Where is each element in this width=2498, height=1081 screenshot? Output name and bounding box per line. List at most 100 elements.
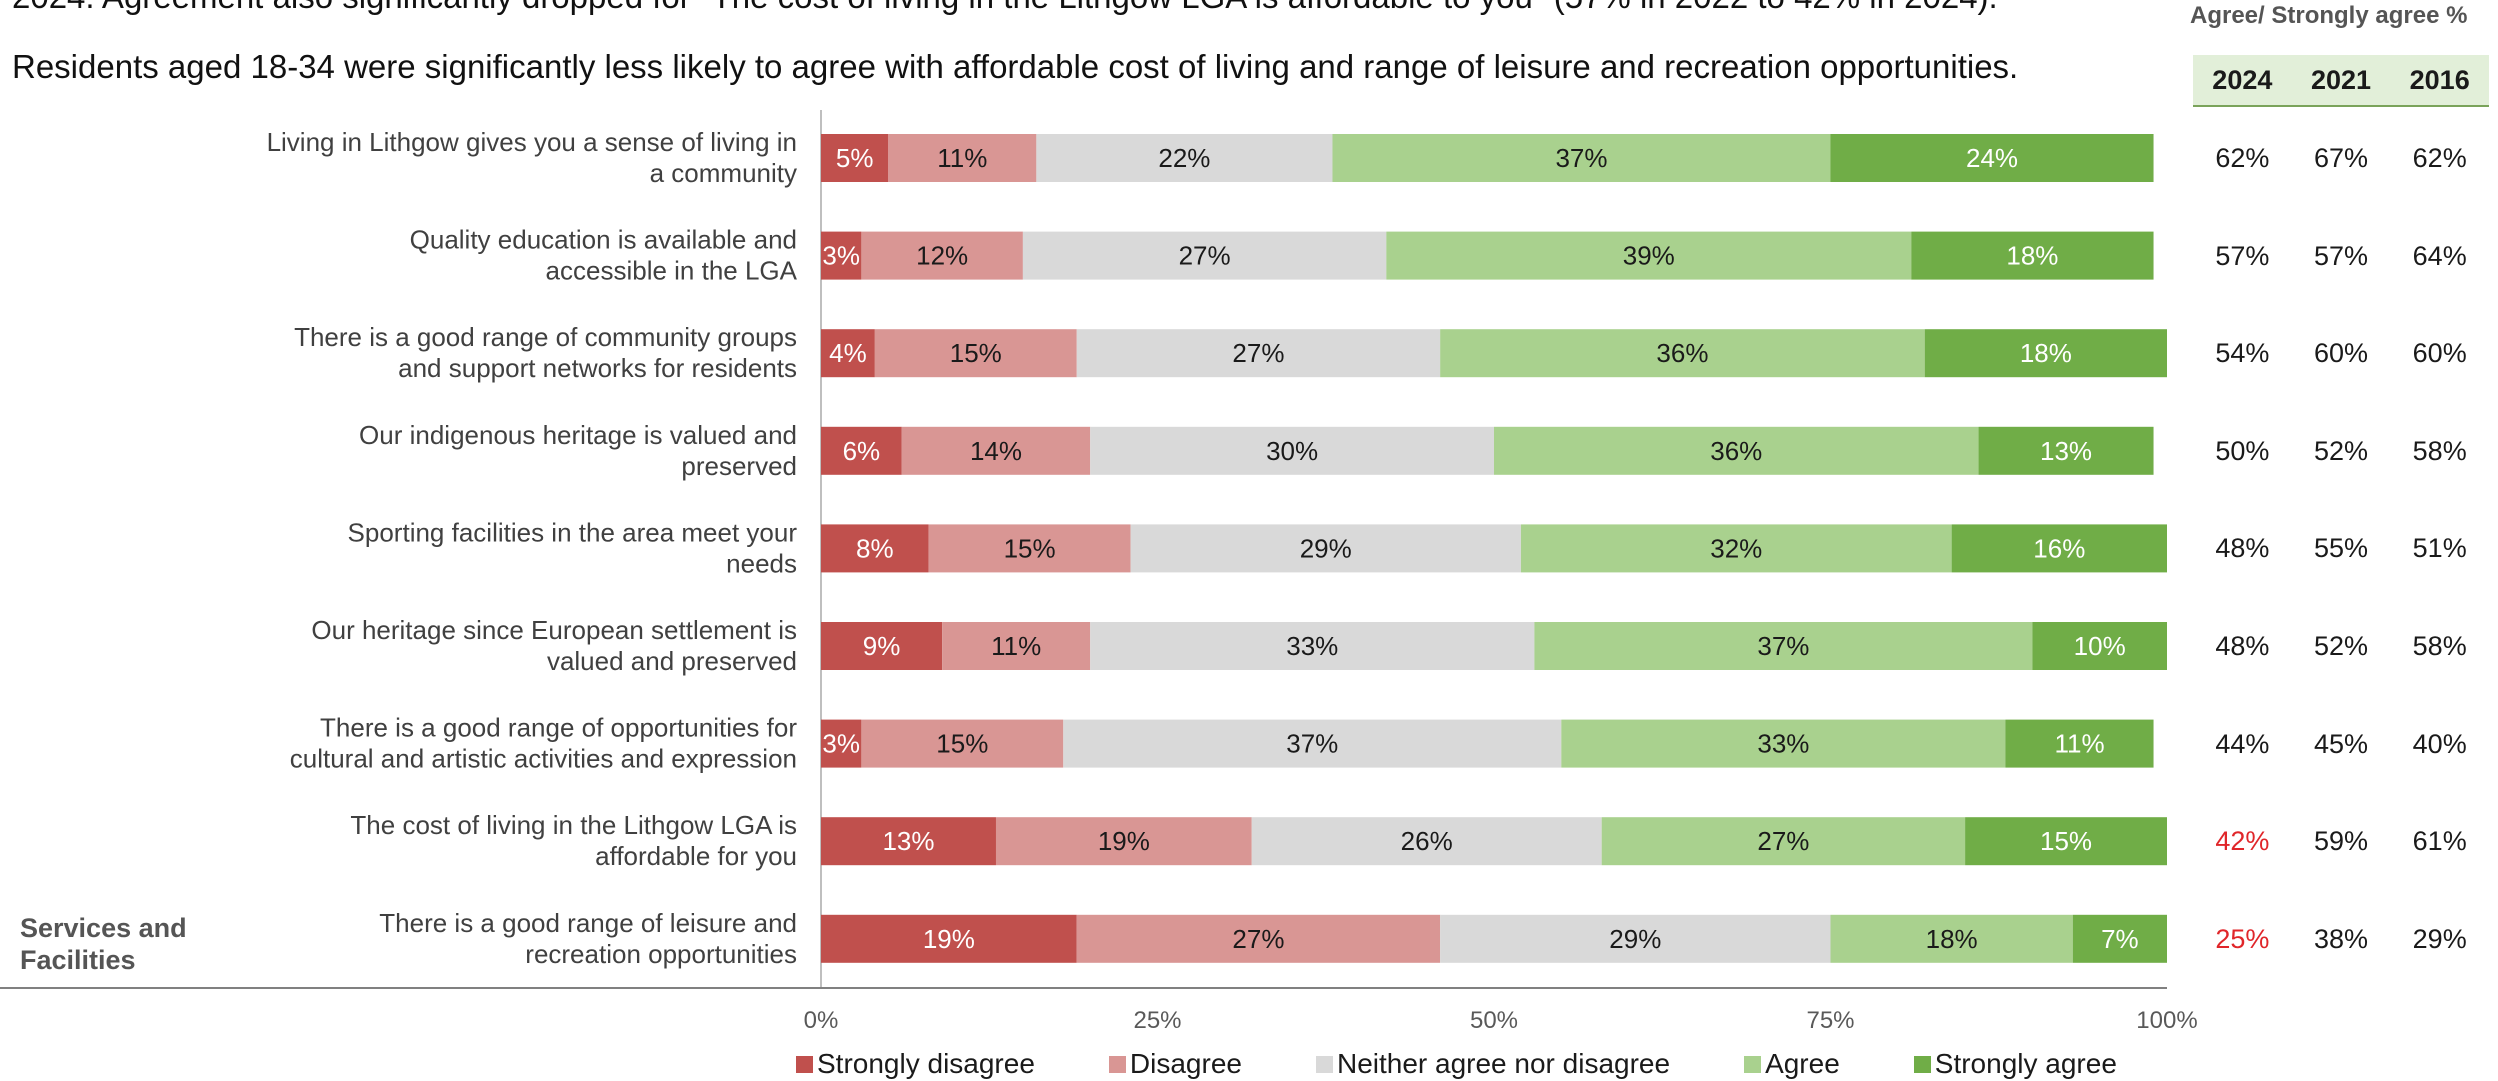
category-label: Our indigenous heritage is valued and <box>359 420 797 450</box>
bar-data-label: 37% <box>1286 729 1338 759</box>
bar-segment <box>861 719 1064 768</box>
bar-segment <box>1022 231 1387 280</box>
bar-segment <box>1076 329 1441 378</box>
bar-data-label: 19% <box>923 924 975 954</box>
bar-segment <box>1494 426 1979 475</box>
bar-segment <box>928 524 1131 573</box>
bar-data-label: 6% <box>843 436 881 466</box>
summary-value: 42% <box>2215 826 2270 857</box>
bar-segment <box>1386 231 1912 280</box>
legend-swatch <box>1108 1055 1126 1073</box>
summary-row: 48% 52% 58% <box>2193 622 2489 670</box>
cut-off-header-text: 2024. Agreement also significantly dropp… <box>12 0 1998 16</box>
bar-data-label: 14% <box>970 436 1022 466</box>
summary-value: 54% <box>2215 338 2270 369</box>
summary-row: 54% 60% 60% <box>2193 329 2489 377</box>
legend-item: Strongly agree <box>1913 1048 2117 1080</box>
bar-segment <box>2005 719 2154 768</box>
bar-segment <box>1534 622 2033 670</box>
category-label: accessible in the LGA <box>546 256 798 286</box>
bar-data-label: 19% <box>1098 826 1150 856</box>
chart-legend: Strongly disagree Disagree Neither agree n… <box>796 1048 2191 1080</box>
bar-segment <box>821 817 996 866</box>
bar-segment <box>901 426 1091 475</box>
bar-data-label: 4% <box>829 338 867 368</box>
legend-label: Strongly agree <box>1934 1048 2117 1079</box>
summary-value: 25% <box>2215 923 2270 954</box>
bar-segment <box>1830 914 2073 963</box>
bar-data-label: 27% <box>1757 826 1809 856</box>
bar-data-label: 39% <box>1623 241 1675 271</box>
bar-data-label: 8% <box>856 533 894 563</box>
summary-value: 61% <box>2412 826 2467 857</box>
category-label: and support networks for residents <box>398 353 797 383</box>
bar-segment <box>1561 719 2006 768</box>
bar-segment <box>1601 817 1966 866</box>
bar-data-label: 13% <box>882 826 934 856</box>
bar-data-label: 26% <box>1401 826 1453 856</box>
bar-data-label: 10% <box>2074 631 2126 661</box>
summary-value: 55% <box>2313 533 2369 564</box>
bar-segment <box>1830 134 2154 182</box>
summary-value: 58% <box>2412 631 2467 661</box>
bar-segment <box>821 719 862 768</box>
summary-value: 51% <box>2412 533 2467 564</box>
summary-value: 62% <box>2215 143 2270 173</box>
summary-value: 57% <box>2313 240 2369 271</box>
x-tick-label: 75% <box>1806 1007 1854 1034</box>
bar-segment <box>821 329 875 378</box>
bar-data-label: 29% <box>1609 924 1661 954</box>
section-label: Services and Facilities <box>20 913 187 975</box>
summary-value: 60% <box>2412 338 2467 369</box>
legend-label: Strongly disagree <box>817 1048 1035 1079</box>
bar-data-label: 7% <box>2101 924 2139 954</box>
year-header-2016: 2016 <box>2409 65 2470 95</box>
bar-data-label: 15% <box>1004 533 1056 563</box>
category-label: There is a good range of leisure and <box>379 908 797 938</box>
summary-value: 57% <box>2215 240 2270 271</box>
intro-text: Residents aged 18-34 were significantly … <box>12 48 2019 85</box>
bar-segment <box>1440 914 1831 963</box>
bar-data-label: 13% <box>2040 436 2092 466</box>
category-label: cultural and artistic activities and exp… <box>290 744 797 774</box>
bar-segment <box>2032 622 2167 670</box>
legend-swatch <box>1315 1055 1333 1073</box>
summary-value: 48% <box>2215 631 2270 661</box>
bar-data-label: 3% <box>822 729 860 759</box>
summary-row: 44% 45% 40% <box>2193 720 2489 768</box>
bar-data-label: 12% <box>916 241 968 271</box>
bar-data-label: 37% <box>1555 143 1607 173</box>
summary-row: 62% 67% 62% <box>2193 134 2489 182</box>
bar-data-label: 15% <box>2040 826 2092 856</box>
bar-segment <box>821 524 929 573</box>
summary-value: 58% <box>2412 435 2467 466</box>
bar-segment <box>821 622 943 670</box>
bar-data-label: 11% <box>2054 729 2104 759</box>
legend-item: Disagree <box>1108 1048 1242 1080</box>
legend-item: Strongly disagree <box>796 1048 1035 1080</box>
summary-value: 52% <box>2313 435 2369 466</box>
bar-data-label: 27% <box>1232 338 1284 368</box>
legend-label: Neither agree nor disagree <box>1336 1048 1671 1079</box>
bar-segment <box>1951 524 2167 573</box>
category-label: Quality education is available and <box>410 225 797 255</box>
x-tick-label: 0% <box>804 1007 839 1034</box>
bar-segment <box>821 426 902 475</box>
bar-data-label: 16% <box>2033 533 2085 563</box>
bar-segment <box>1911 231 2154 280</box>
summary-value: 67% <box>2313 143 2369 173</box>
bar-segment <box>1036 134 1333 182</box>
summary-year-header: 2024 2021 2016 <box>2193 55 2489 107</box>
bar-segment <box>1063 719 1562 768</box>
x-tick-label: 100% <box>2136 1007 2197 1034</box>
x-tick-label: 25% <box>1133 1007 1181 1034</box>
bar-segment <box>1090 426 1494 475</box>
bar-segment <box>1332 134 1831 182</box>
bar-data-label: 36% <box>1710 436 1762 466</box>
legend-item: Neither agree nor disagree <box>1315 1048 1671 1080</box>
legend-swatch <box>796 1055 813 1073</box>
summary-value: 50% <box>2215 435 2270 466</box>
bar-segment <box>1440 329 1925 378</box>
category-label: Living in Lithgow gives you a sense of l… <box>267 127 797 157</box>
